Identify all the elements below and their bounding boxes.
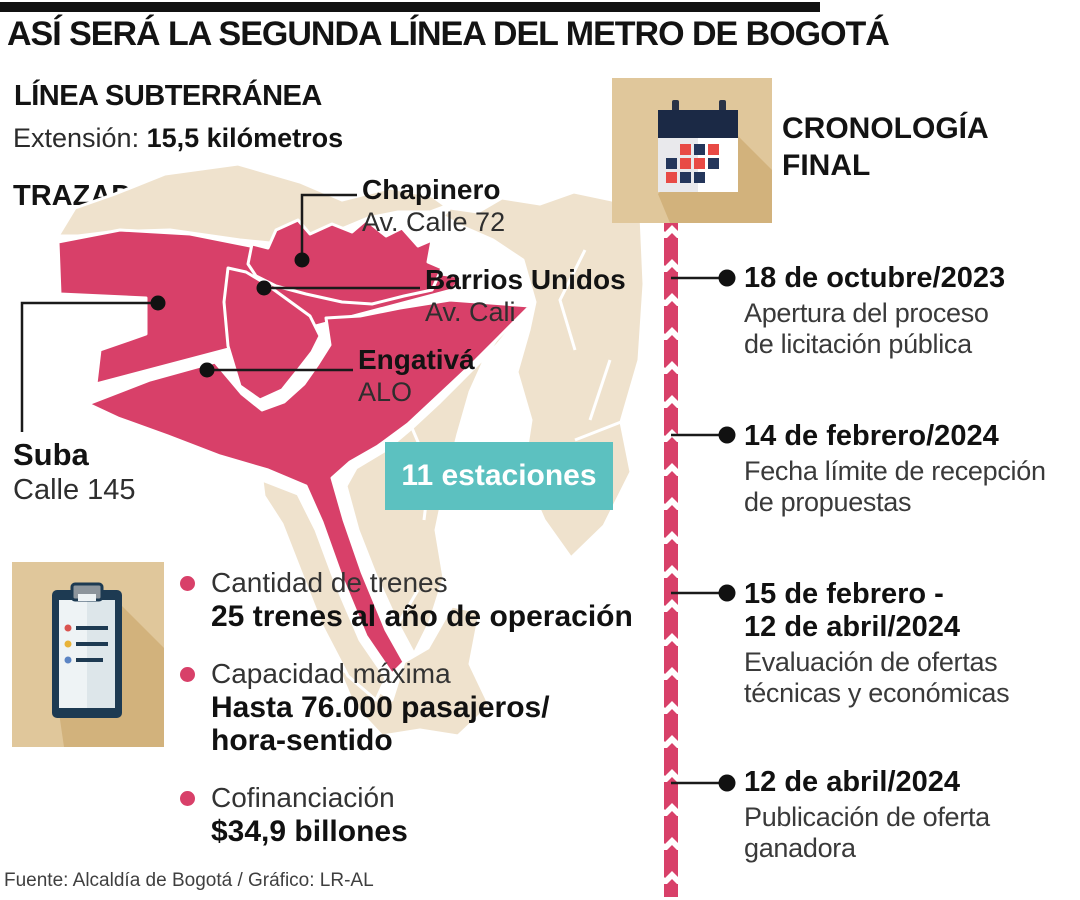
timeline-chevron-line: [664, 222, 678, 897]
locality-detail: Calle 145: [13, 474, 136, 506]
stat-label: Cofinanciación: [211, 782, 395, 813]
stat-cantidad-trenes: Cantidad de trenes 25 trenes al año de op…: [180, 566, 633, 633]
dot-chapinero: [294, 252, 310, 268]
clipboard-icon-box: [12, 562, 164, 747]
timeline-dot-1: [718, 269, 736, 287]
stat-capacidad-maxima: Capacidad máxima Hasta 76.000 pasajeros/ …: [180, 657, 550, 757]
locality-detail: Av. Cali: [425, 297, 516, 327]
stat-label: Capacidad máxima: [211, 658, 451, 689]
calendar-date-squares: [666, 144, 719, 183]
connector-suba: [20, 301, 158, 432]
event-date: 14 de febrero/2024: [744, 420, 999, 452]
timeline-connectors: [671, 276, 727, 785]
page-title: ASÍ SERÁ LA SEGUNDA LÍNEA DEL METRO DE B…: [7, 15, 890, 53]
map-pink-localities: [56, 218, 532, 676]
map-region-chapinero: [246, 218, 444, 306]
locality-name: Suba: [13, 437, 89, 472]
clipboard-icon: [52, 582, 164, 747]
stat-cofinanciacion: Cofinanciación $34,9 billones: [180, 781, 408, 848]
label-suba: Suba Calle 145: [13, 436, 136, 507]
timeline-event-1: 18 de octubre/2023 Apertura del proceso …: [744, 262, 1080, 360]
linea-subterranea-heading: LÍNEA SUBTERRÁNEA: [14, 80, 322, 112]
calendar-icon: [658, 100, 772, 223]
locality-name: Engativá: [358, 344, 475, 375]
stat-value: 25 trenes al año de operación: [211, 600, 633, 633]
label-chapinero: Chapinero Av. Calle 72: [362, 174, 505, 239]
dot-suba: [150, 295, 166, 311]
bullet-icon: [180, 667, 195, 682]
map-southwest-sliver: [260, 478, 388, 702]
extension-value: 15,5 kilómetros: [146, 123, 344, 153]
event-date: 12 de abril/2024: [744, 766, 961, 798]
event-description: Fecha límite de recepción de propuestas: [744, 456, 1046, 517]
stat-label: Cantidad de trenes: [211, 567, 448, 598]
timeline-dots: [718, 269, 736, 792]
label-barrios-unidos: Barrios Unidos Av. Cali: [425, 264, 626, 329]
timeline-event-2: 14 de febrero/2024 Fecha límite de recep…: [744, 420, 1080, 518]
locality-name: Chapinero: [362, 174, 501, 205]
bullet-icon: [180, 576, 195, 591]
timeline-dot-3: [718, 584, 736, 602]
dot-engativa: [199, 362, 215, 378]
event-date: 18 de octubre/2023: [744, 262, 1006, 294]
bullet-icon: [180, 791, 195, 806]
clipboard-list-lines: [64, 624, 108, 664]
map-region-engativa: [86, 298, 532, 676]
locality-name: Barrios Unidos: [425, 264, 626, 295]
event-date: 15 de febrero - 12 de abril/2024: [744, 578, 961, 643]
locality-detail: ALO: [358, 377, 413, 407]
extension-line: Extensión: 15,5 kilómetros: [13, 123, 343, 154]
event-description: Publicación de oferta ganadora: [744, 802, 990, 863]
event-description: Apertura del proceso de licitación públi…: [744, 298, 989, 359]
timeline-dot-2: [718, 426, 736, 444]
timeline-dot-4: [718, 774, 736, 792]
dot-barrios-unidos: [256, 280, 272, 296]
stat-value: Hasta 76.000 pasajeros/ hora-sentido: [211, 691, 550, 757]
map-north-band: [56, 162, 448, 248]
map-label-connectors: [20, 193, 420, 432]
map-beige-localities: [56, 162, 646, 738]
timeline-event-4: 12 de abril/2024 Publicación de oferta g…: [744, 766, 1080, 864]
connector-chapinero: [300, 193, 357, 260]
label-engativa: Engativá ALO: [358, 344, 475, 409]
map-dots: [150, 252, 310, 378]
event-description: Evaluación de ofertas técnicas y económi…: [744, 647, 1010, 708]
top-rule-bar: [0, 2, 820, 12]
timeline-event-3: 15 de febrero - 12 de abril/2024 Evaluac…: [744, 578, 1080, 709]
cronologia-title: CRONOLOGÍA FINAL: [782, 112, 989, 182]
stat-value: $34,9 billones: [211, 815, 408, 848]
locality-detail: Av. Calle 72: [362, 207, 506, 237]
stations-badge: 11 estaciones: [385, 442, 613, 510]
calendar-icon-box: [612, 78, 772, 223]
extension-label: Extensión:: [13, 123, 147, 153]
source-credit: Fuente: Alcaldía de Bogotá / Gráfico: LR…: [4, 870, 374, 891]
